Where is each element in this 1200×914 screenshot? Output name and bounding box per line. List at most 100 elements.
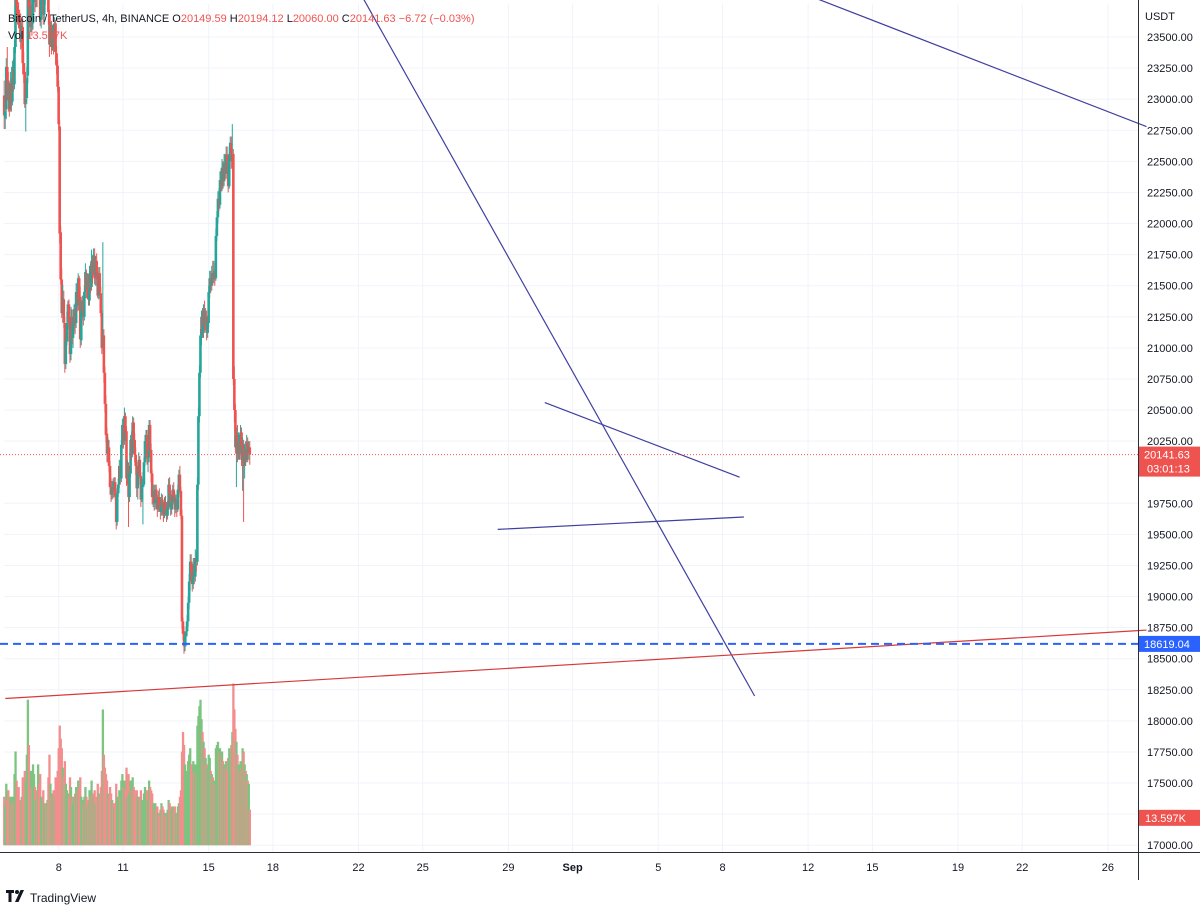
x-tick-label: 8 [56, 862, 62, 874]
candle-body [108, 465, 112, 488]
x-tick-label: 29 [502, 862, 514, 874]
y-tick-label: 20750.00 [1147, 374, 1193, 386]
candle-body [100, 313, 104, 348]
x-tick-label: 15 [866, 862, 878, 874]
candle-body [18, 18, 21, 28]
candle-body [23, 71, 27, 105]
candle-body [227, 155, 231, 187]
candle-body [133, 439, 136, 455]
candle-body [39, 0, 43, 20]
candle-body [102, 335, 106, 373]
x-tick-label: 15 [203, 862, 215, 874]
candle-body [234, 410, 237, 448]
candle-body [142, 462, 146, 485]
x-tick-label: 26 [1102, 862, 1114, 874]
candle-body [233, 378, 236, 411]
candle-body [17, 14, 20, 19]
candle-body [187, 581, 191, 603]
candle-body [158, 497, 161, 505]
candle-body [120, 444, 123, 479]
y-tick-label: 22000.00 [1147, 219, 1193, 231]
candle-body [62, 299, 66, 322]
y-tick-label: 22500.00 [1147, 156, 1193, 168]
candle-body [13, 47, 16, 85]
legend-ohlc-row: Bitcoin / TetherUS, 4h, BINANCE O20149.5… [8, 11, 475, 28]
candle-body [136, 473, 140, 489]
candle-body [7, 80, 10, 101]
close-value: 20141.63 [349, 13, 396, 25]
x-tick-label: 8 [719, 862, 725, 874]
candle-body [143, 441, 147, 463]
candle-body [179, 490, 183, 516]
last-price-countdown: 03:01:13 [1147, 464, 1190, 476]
candle-body [113, 482, 117, 495]
x-tick-label: 25 [417, 862, 429, 874]
candle-body [42, 0, 46, 15]
candle-body [207, 291, 210, 324]
change-value: −6.72 (−0.03%) [398, 13, 475, 25]
candle-body [26, 0, 30, 76]
currency-label: USDT [1145, 11, 1175, 23]
symbol-name[interactable]: Bitcoin / TetherUS, 4h, BINANCE [8, 13, 170, 25]
candle-body [64, 340, 68, 365]
low-value: 20060.00 [292, 13, 339, 25]
candle-body [154, 489, 158, 500]
candle-body [103, 372, 107, 404]
y-tick-label: 23250.00 [1147, 63, 1193, 75]
candle-body [168, 484, 171, 495]
candle-body [183, 636, 187, 647]
candle-body [74, 291, 78, 324]
candle-body [184, 631, 188, 637]
candle-body [116, 484, 120, 494]
volume-badge-value: 13.597K [1145, 813, 1187, 825]
candle-body [210, 273, 214, 286]
candle-body [14, 0, 17, 48]
candle-body [229, 142, 233, 162]
candle-body [198, 372, 201, 417]
tradingview-brand[interactable]: TradingView [6, 890, 96, 905]
y-tick-label: 17000.00 [1147, 840, 1193, 852]
candle-body [95, 260, 98, 280]
candle-body [150, 473, 154, 498]
last-price-badge [1139, 446, 1200, 477]
y-tick-label: 17750.00 [1147, 747, 1193, 759]
trendline-upper-resistance [818, 0, 1147, 128]
tradingview-logo-icon [6, 890, 26, 905]
price-labels: 18619.04 20141.63 03:01:13 13.597K [1139, 446, 1200, 826]
candle-body [224, 155, 228, 174]
y-tick-label: 23000.00 [1147, 94, 1193, 106]
y-tick-label: 21500.00 [1147, 281, 1193, 293]
y-tick-label: 22750.00 [1147, 125, 1193, 137]
candle-body [214, 235, 218, 279]
y-tick-label: 20250.00 [1147, 436, 1193, 448]
candle-body [104, 403, 108, 435]
x-tick-label: 18 [267, 862, 279, 874]
candle-body [54, 23, 57, 52]
open-value: 20149.59 [180, 13, 227, 25]
candle-body [107, 447, 111, 466]
candle-body [128, 473, 131, 498]
candle-body [79, 311, 83, 341]
candle-body [27, 0, 31, 9]
x-tick-label: 5 [655, 862, 661, 874]
candle-body [172, 489, 176, 498]
candle-body [71, 325, 75, 338]
candle-body [83, 291, 86, 317]
candle-body [164, 502, 167, 510]
x-tick-label: 19 [952, 862, 964, 874]
axes[interactable]: 23500.00 23250.00 23000.00 22750.00 22500.00… [0, 0, 1200, 880]
drawn-trendlines[interactable] [0, 0, 1147, 700]
candle-body [148, 424, 152, 450]
candle-body [22, 63, 26, 75]
candle-body [141, 484, 145, 486]
volume-label[interactable]: Vol [8, 30, 24, 42]
candle-body [56, 65, 59, 87]
candle-body [134, 454, 138, 466]
candle-body [186, 602, 190, 622]
y-tick-label: 18000.00 [1147, 716, 1193, 728]
candle-body [218, 180, 222, 205]
candle-body [115, 493, 119, 522]
candle-body [146, 457, 150, 459]
candle-body [16, 5, 19, 15]
